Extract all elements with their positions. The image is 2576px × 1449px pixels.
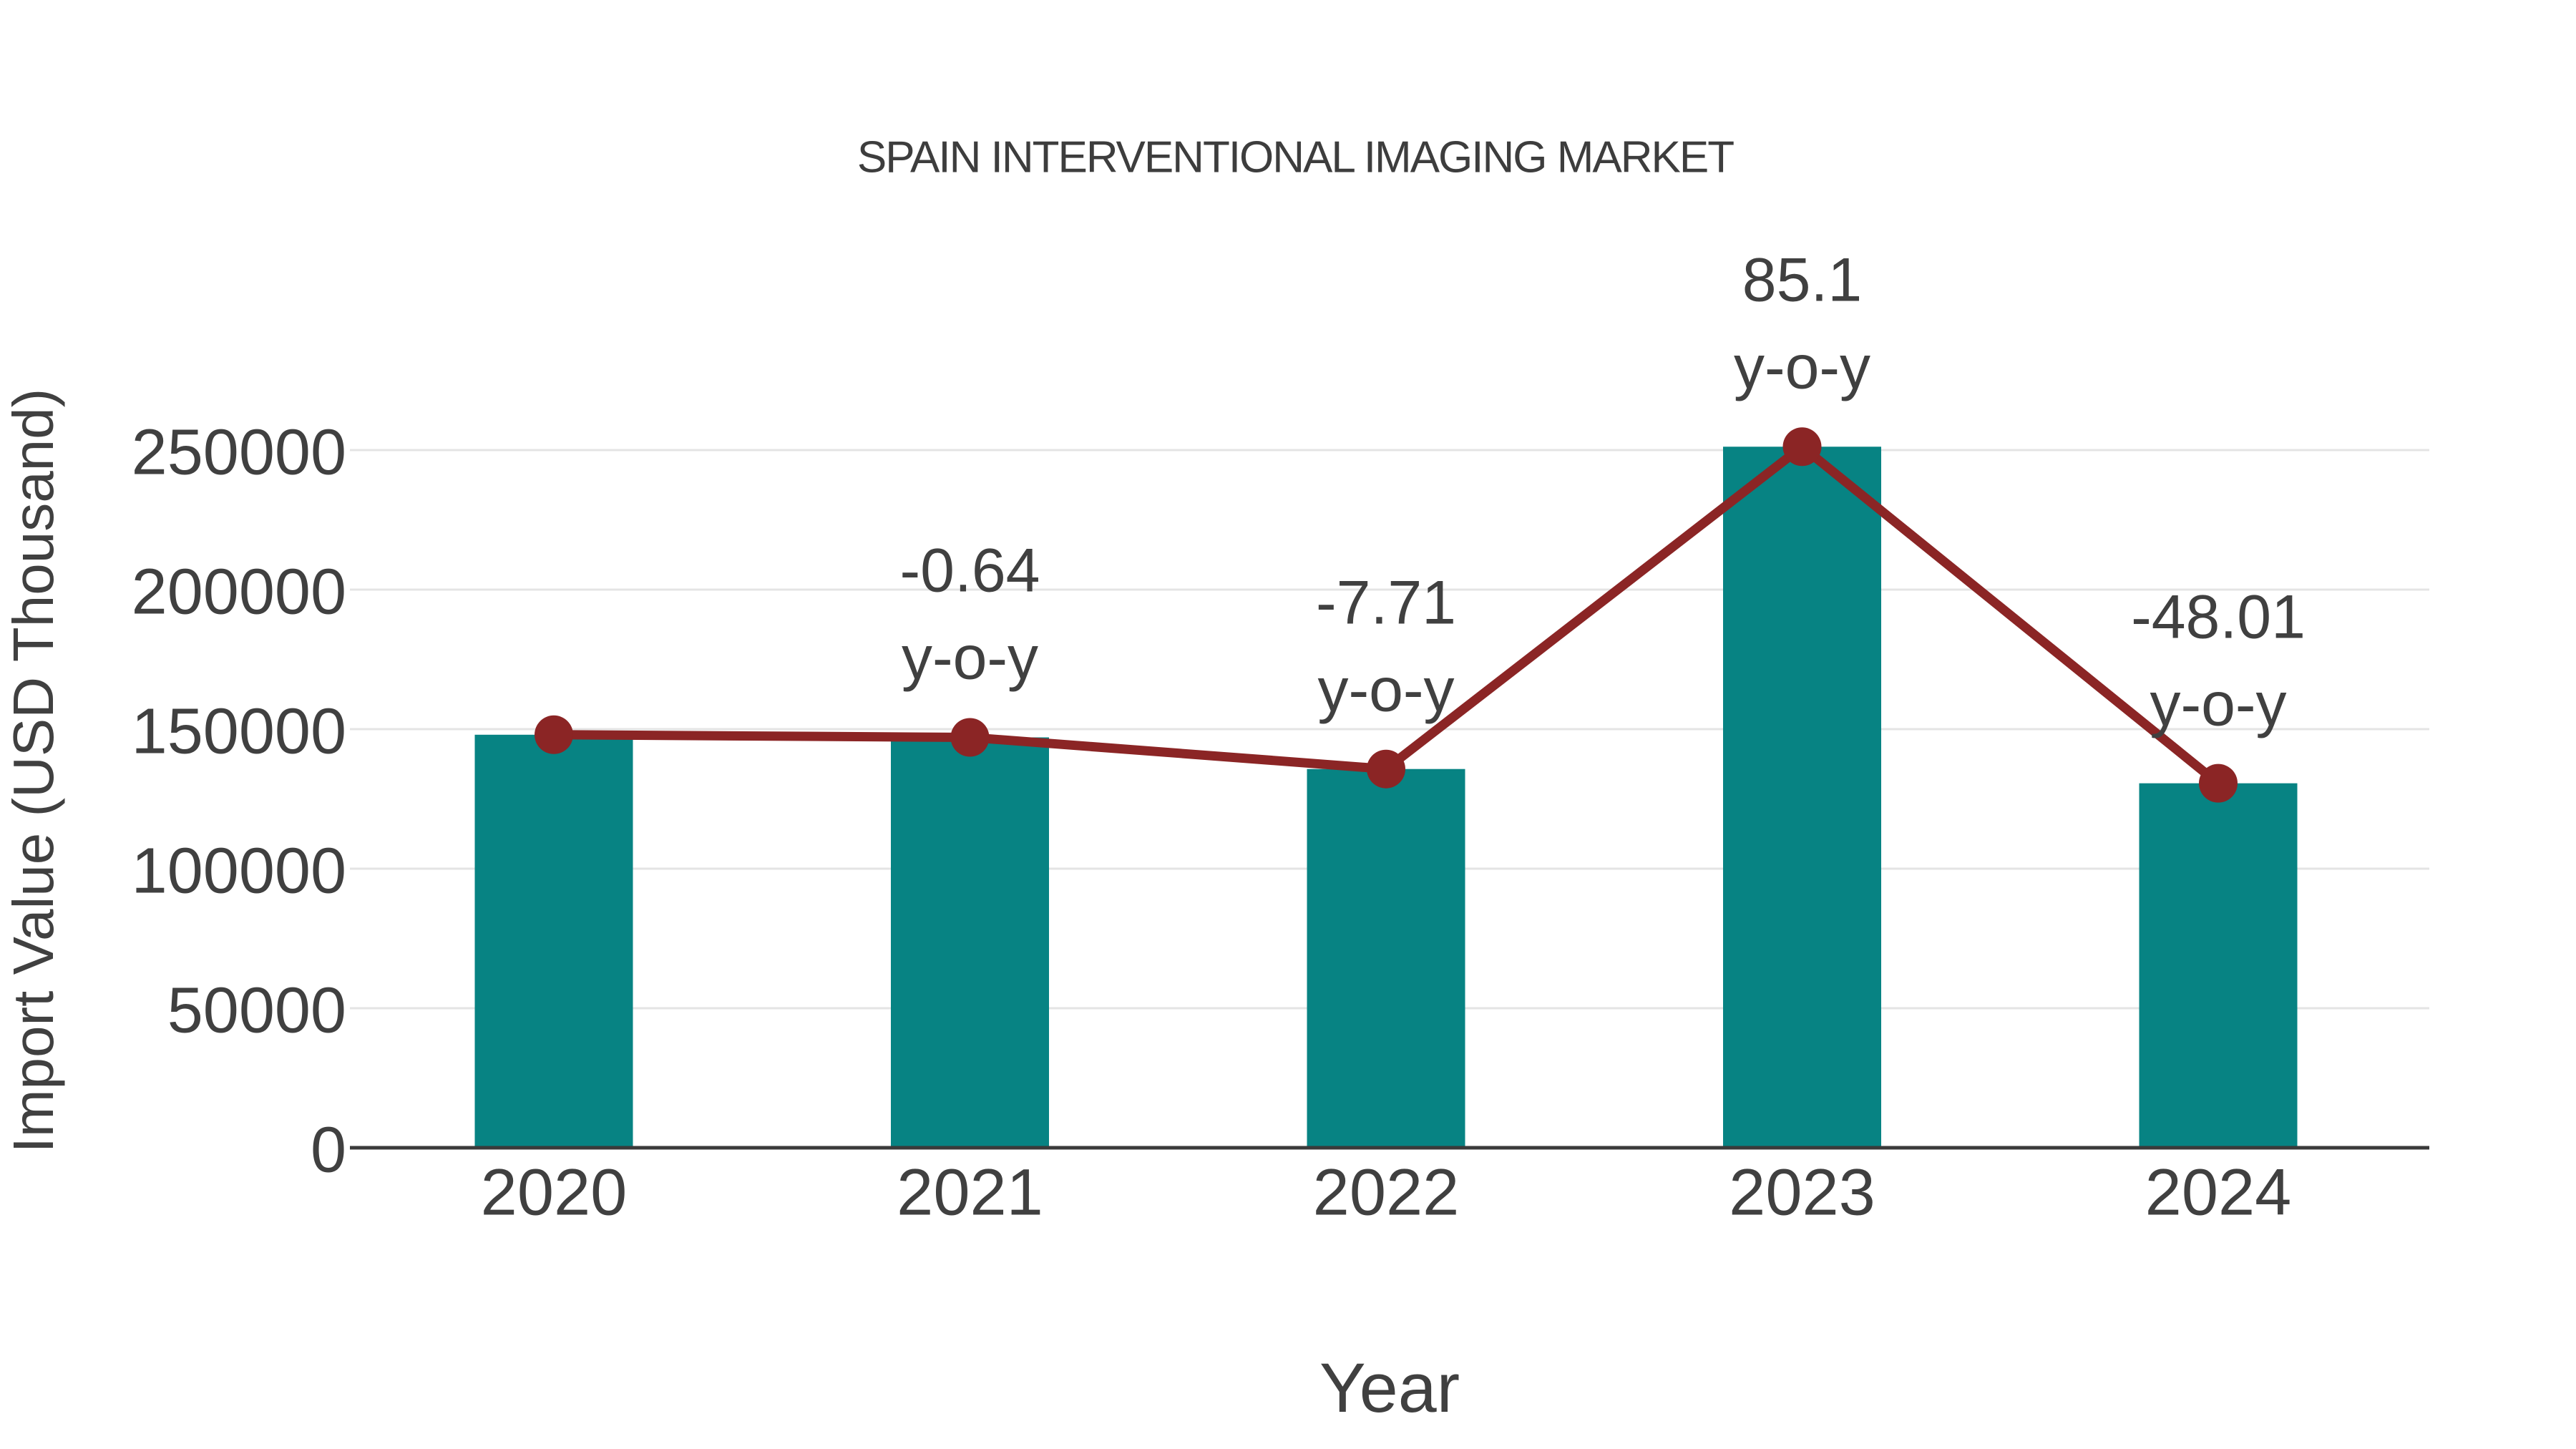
y-axis-title: Import Value (USD Thousand) (1, 388, 65, 1153)
annotation-2023-suffix: y-o-y (1733, 333, 1871, 402)
bar-2022 (1307, 769, 1465, 1148)
chart-title: SPAIN INTERVENTIONAL IMAGING MARKET (857, 132, 1735, 182)
annotation-2024-suffix: y-o-y (2150, 670, 2287, 739)
marker-2022 (1367, 749, 1405, 789)
x-tick-2022: 2022 (1312, 1156, 1460, 1229)
annotation-2024-value: -48.01 (2131, 582, 2306, 652)
bar-2021 (891, 737, 1049, 1148)
marker-2023 (1782, 427, 1822, 467)
bar-2020 (474, 734, 633, 1148)
x-axis-title: Year (1319, 1349, 1460, 1427)
annotation-2022-suffix: y-o-y (1317, 655, 1455, 725)
x-tick-2021: 2021 (897, 1156, 1043, 1229)
y-tick-50000: 50000 (167, 975, 346, 1047)
bar-2024 (2139, 783, 2298, 1148)
x-tick-2024: 2024 (2145, 1156, 2292, 1229)
annotation-2021-value: -0.64 (899, 536, 1040, 605)
y-tick-100000: 100000 (131, 835, 346, 907)
annotation-2022-value: -7.71 (1315, 568, 1457, 638)
marker-2020 (535, 715, 573, 754)
annotation-2023-value: 85.1 (1742, 245, 1863, 315)
x-tick-2020: 2020 (480, 1156, 628, 1229)
marker-2021 (950, 718, 990, 757)
annotation-2021-suffix: y-o-y (901, 623, 1039, 693)
x-tick-2023: 2023 (1729, 1156, 1875, 1229)
bar-2023 (1723, 447, 1881, 1148)
y-tick-150000: 150000 (131, 696, 346, 768)
y-tick-250000: 250000 (131, 416, 346, 489)
marker-2024 (2199, 763, 2238, 803)
y-tick-0: 0 (310, 1114, 346, 1186)
y-tick-200000: 200000 (131, 556, 346, 628)
